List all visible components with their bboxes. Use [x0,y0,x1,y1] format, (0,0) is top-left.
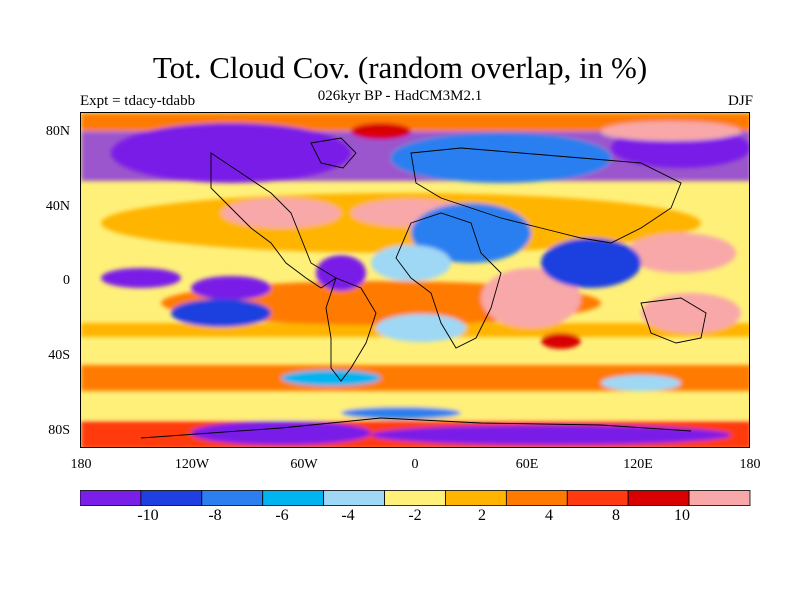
colorbar-swatch [201,490,264,506]
lat-label-80s: 80S [48,423,70,438]
experiment-label: Expt = tdacy-tdabb [80,93,196,109]
map-panel [80,112,750,448]
colorbar-label: 4 [545,507,553,524]
lon-label-60w: 60W [290,457,318,472]
lat-label-0: 0 [63,273,70,288]
colorbar-swatch [445,490,507,506]
colorbar-label: -8 [208,507,222,524]
lon-label-120w: 120W [174,457,210,472]
colorbar-swatch [505,490,568,506]
colorbar-swatch [323,490,385,506]
colorbar-swatch [627,490,690,506]
colorbar-label: 2 [478,507,486,524]
colorbar-label: -10 [137,507,159,524]
cloud-cover-anomaly-field [81,113,749,447]
colorbar-label: -2 [408,507,422,524]
map-subtitle: 026kyr BP - HadCM3M2.1 [317,88,483,104]
colorbar-label: -4 [341,507,355,524]
lon-label-120e: 120E [623,457,653,472]
colorbar-swatch [566,490,629,506]
lon-label-60e: 60E [515,457,539,472]
lon-label-180e: 180 [739,457,761,472]
lat-label-80n: 80N [45,124,70,139]
lat-label-40n: 40N [45,199,70,214]
colorbar-label: 8 [612,507,620,524]
colorbar-swatch [688,490,751,506]
lon-label-180w: 180 [70,457,92,472]
season-label: DJF [727,93,753,109]
colorbar-swatch [384,490,446,506]
colorbar-swatch [80,490,142,506]
colorbar-swatch [140,490,203,506]
map-title: Tot. Cloud Cov. (random overlap, in %) [152,50,648,85]
colorbar [80,490,751,506]
colorbar-swatch [262,490,325,506]
colorbar-label: -6 [275,507,289,524]
lon-label-0: 0 [411,457,419,472]
colorbar-label: 10 [674,507,690,524]
lat-label-40s: 40S [48,348,70,363]
